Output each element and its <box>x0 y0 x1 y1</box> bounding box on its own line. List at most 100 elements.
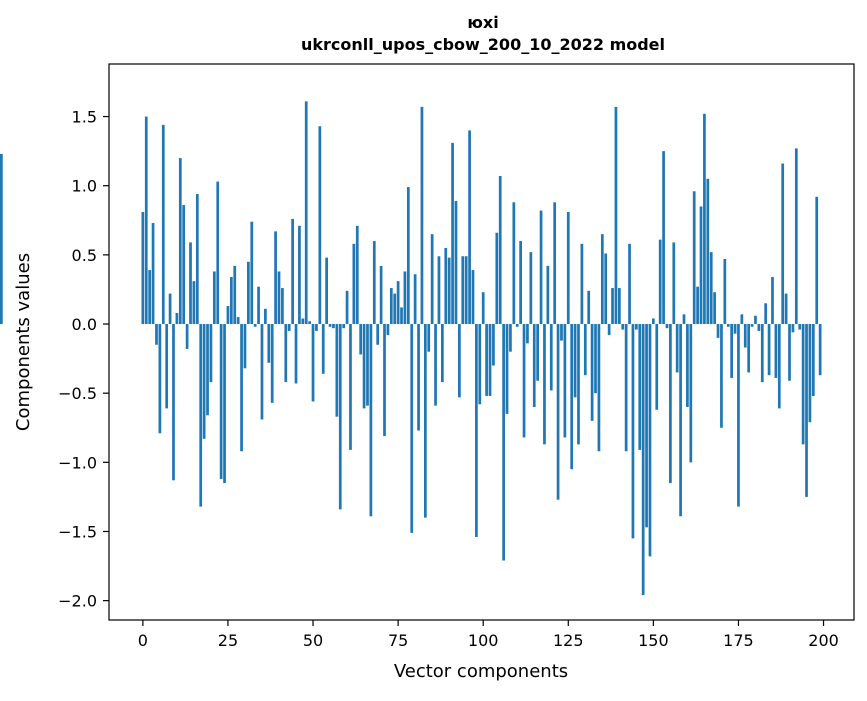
bar <box>801 324 805 445</box>
bar <box>818 324 822 376</box>
bar <box>301 318 305 325</box>
bar <box>406 187 410 325</box>
bar <box>607 324 611 336</box>
bar <box>335 324 339 417</box>
bar <box>281 288 284 325</box>
bar <box>777 324 781 409</box>
bar <box>352 243 356 325</box>
x-tick-label: 125 <box>553 631 584 650</box>
bar <box>509 324 512 352</box>
y-tick-label: 0.0 <box>72 315 97 334</box>
bar <box>298 225 301 325</box>
bar <box>672 242 676 325</box>
bar <box>427 324 431 352</box>
x-tick-label: 150 <box>638 631 669 650</box>
bar <box>733 324 737 334</box>
bar <box>805 324 808 497</box>
bar <box>515 324 519 327</box>
bar <box>461 256 465 325</box>
bar <box>519 241 522 325</box>
bar <box>141 211 145 325</box>
bar <box>638 324 642 450</box>
bar <box>573 324 577 398</box>
bar <box>675 324 679 373</box>
y-tick-label: 0.5 <box>72 246 97 265</box>
bar <box>730 324 734 378</box>
bar <box>669 324 672 484</box>
bar <box>485 324 488 396</box>
bar <box>624 324 628 452</box>
bar <box>321 324 325 374</box>
bar <box>447 257 451 325</box>
bar <box>716 324 720 338</box>
bar <box>260 324 264 420</box>
bar <box>754 315 757 325</box>
bar <box>760 324 764 383</box>
bar <box>621 324 625 330</box>
x-axis-label: Vector components <box>394 661 568 682</box>
bar <box>165 324 169 409</box>
plot-frame <box>108 63 855 621</box>
bar <box>413 274 417 325</box>
bar <box>767 324 771 376</box>
bar <box>549 324 553 391</box>
y-tick-label: −2.0 <box>58 592 97 611</box>
bar <box>434 324 437 406</box>
bar <box>808 324 812 423</box>
bar <box>195 194 199 325</box>
bar <box>771 277 774 325</box>
bar <box>393 293 397 325</box>
chart-title-line-2: ukrconll_upos_cbow_200_10_2022 model <box>301 35 665 54</box>
bar <box>233 265 237 325</box>
bar <box>158 324 162 434</box>
bar <box>553 202 557 325</box>
bar <box>229 277 233 325</box>
bar <box>475 324 478 538</box>
bar <box>563 324 567 438</box>
bar <box>526 324 529 344</box>
x-tick-label: 175 <box>723 631 754 650</box>
bar <box>689 324 693 463</box>
bar <box>311 324 315 402</box>
bar <box>600 234 604 325</box>
bar <box>362 324 366 409</box>
bar <box>441 324 444 383</box>
bar <box>628 243 631 325</box>
bar <box>631 324 635 539</box>
bar <box>594 324 597 394</box>
bar <box>652 318 655 325</box>
bar <box>788 324 791 381</box>
bar <box>267 324 271 363</box>
bar <box>423 324 427 518</box>
bar <box>148 270 152 325</box>
bar <box>318 126 322 325</box>
bar <box>161 124 165 325</box>
y-tick-label: 1.0 <box>72 177 97 196</box>
x-tick-label: 25 <box>218 631 238 650</box>
x-tick-label: 0 <box>138 631 148 650</box>
bar <box>750 324 754 327</box>
y-tick-label: −1.0 <box>58 453 97 472</box>
bar <box>359 324 363 355</box>
bar <box>389 288 393 325</box>
bar <box>560 324 563 341</box>
bar <box>740 314 744 325</box>
bar <box>189 242 192 325</box>
bar <box>726 324 730 327</box>
bar <box>743 324 747 348</box>
bar <box>430 234 434 325</box>
bar <box>338 324 342 510</box>
x-axis: 0 25 50 75 100 125 150 175 200 <box>138 620 839 650</box>
bar <box>747 324 751 373</box>
bar <box>617 288 621 325</box>
bar <box>611 288 614 325</box>
bar <box>369 324 373 517</box>
bar <box>532 324 536 408</box>
bar <box>202 324 206 439</box>
bar <box>178 158 182 325</box>
bar <box>468 130 471 325</box>
bar <box>451 142 454 325</box>
bars-group <box>0 101 822 596</box>
